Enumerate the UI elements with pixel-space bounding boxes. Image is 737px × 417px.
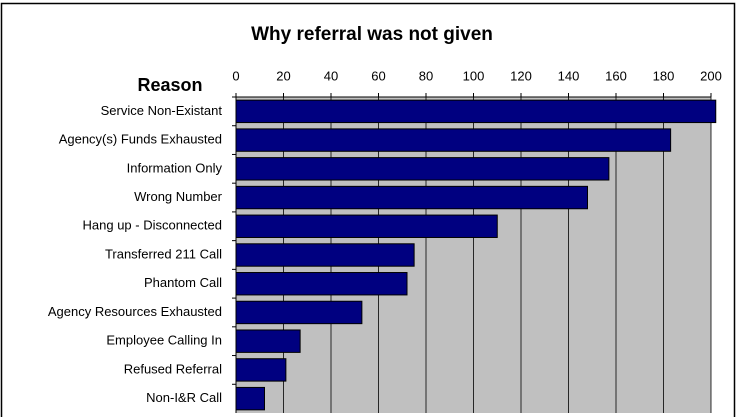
x-tick-label: 80	[419, 68, 433, 83]
x-tick-label: 40	[324, 68, 338, 83]
y-tick-label: Refused Referral	[124, 361, 222, 376]
y-tick-label: Information Only	[127, 160, 223, 175]
bar	[235, 358, 287, 382]
y-tick-label: Agency Resources Exhausted	[48, 304, 222, 319]
bar	[235, 157, 610, 181]
bar	[235, 128, 672, 152]
x-tick-label: 200	[700, 68, 722, 83]
bar	[235, 272, 408, 296]
bar	[235, 99, 717, 124]
y-tick-label: Hang up - Disconnected	[83, 218, 222, 233]
axis-label: Reason	[137, 75, 202, 95]
y-tick-label: Wrong Number	[134, 189, 223, 204]
x-tick-label: 120	[510, 68, 532, 83]
chart-title: Why referral was not given	[251, 24, 493, 45]
x-tick-label: 60	[371, 68, 385, 83]
bar	[235, 386, 265, 411]
y-tick-label: Agency(s) Funds Exhausted	[59, 132, 222, 147]
y-tick-label: Employee Calling In	[106, 333, 222, 348]
y-tick-label: Phantom Call	[144, 275, 222, 290]
x-tick-label: 180	[653, 68, 675, 83]
x-tick-label: 140	[558, 68, 580, 83]
x-tick-label: 20	[276, 68, 290, 83]
bar	[235, 300, 363, 325]
bar	[235, 214, 498, 238]
bar	[235, 329, 301, 353]
bar	[235, 243, 415, 267]
y-tick-label: Non-I&R Call	[146, 390, 222, 405]
x-tick-label: 160	[605, 68, 627, 83]
y-tick-label: Service Non-Existant	[101, 103, 223, 118]
bar	[235, 185, 588, 210]
x-tick-label: 0	[232, 68, 239, 83]
x-tick-label: 100	[463, 68, 485, 83]
y-tick-label: Transferred 211 Call	[105, 246, 222, 261]
